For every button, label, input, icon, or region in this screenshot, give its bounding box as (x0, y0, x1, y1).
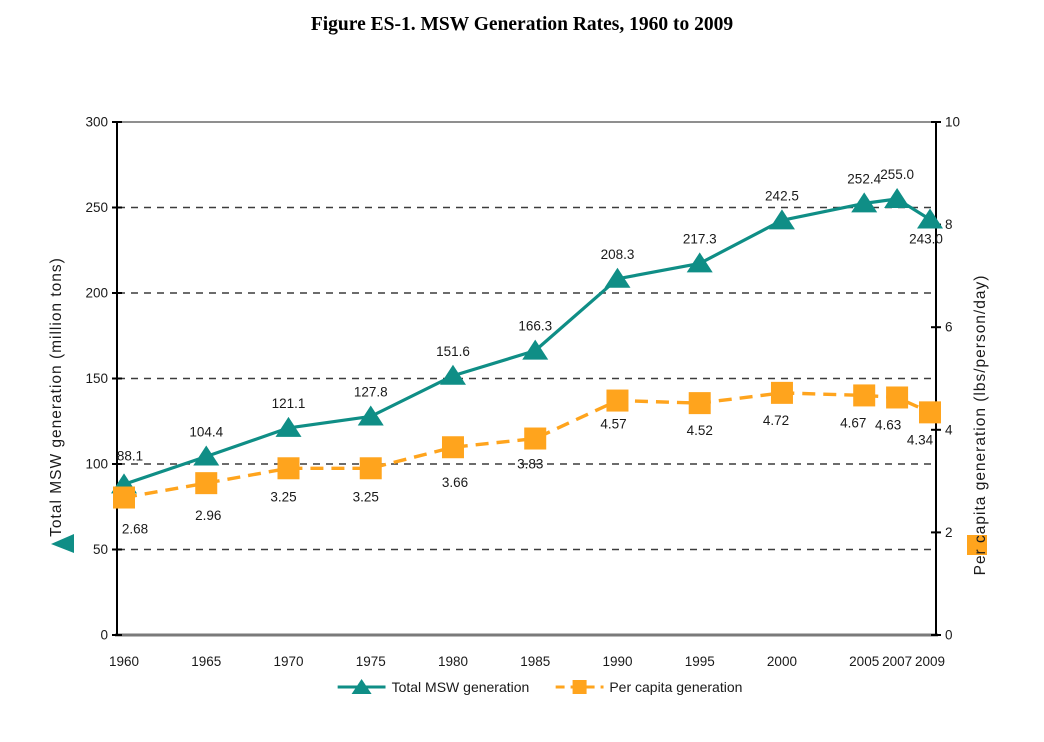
per-capita-value-label: 2.96 (195, 508, 221, 523)
per-capita-value-label: 3.25 (353, 489, 379, 504)
per-capita-data-point (359, 457, 382, 480)
total-msw-value-label: 242.5 (765, 188, 799, 203)
per-capita-value-label: 4.57 (600, 417, 626, 432)
right-axis-tick-label: 2 (945, 525, 953, 540)
total-msw-value-label: 127.8 (354, 384, 388, 399)
total-msw-value-label: 243.0 (909, 231, 943, 246)
left-axis-title: Total MSW generation (million tons) (48, 257, 65, 537)
legend-label-total-msw: Total MSW generation (391, 679, 530, 695)
per-capita-data-point (195, 472, 218, 495)
left-axis-tick-label: 300 (85, 115, 108, 130)
chart-legend: Total MSW generation Per capita generati… (337, 678, 742, 696)
total-msw-data-point (439, 364, 466, 385)
left-axis-tick-label: 200 (85, 286, 108, 301)
per-capita-legend-marker (555, 680, 604, 694)
per-capita-data-point (886, 386, 909, 409)
total-msw-value-label: 104.4 (189, 424, 223, 439)
left-axis-tick-label: 250 (85, 200, 108, 215)
legend-label-per-capita: Per capita generation (609, 679, 743, 695)
per-capita-data-point (853, 384, 876, 407)
right-axis-tick-label: 0 (945, 628, 953, 643)
total-msw-data-point (917, 208, 943, 229)
total-msw-data-point (275, 416, 302, 437)
right-axis-tick-label: 4 (945, 422, 953, 437)
per-capita-value-label: 4.34 (907, 432, 934, 447)
total-msw-value-label: 151.6 (436, 344, 470, 359)
per-capita-data-point (113, 486, 135, 509)
per-capita-data-point (606, 389, 629, 412)
per-capita-value-label: 4.52 (687, 423, 713, 438)
total-msw-data-point (522, 339, 549, 360)
per-capita-data-point (524, 427, 547, 450)
per-capita-data-point (919, 401, 941, 424)
total-msw-value-label: 252.4 (847, 171, 881, 186)
x-axis-tick-label: 2000 (767, 654, 797, 669)
total-msw-data-point (884, 187, 911, 208)
left-axis-tick-label: 0 (100, 628, 108, 643)
right-axis-tick-label: 6 (945, 320, 953, 335)
x-axis-tick-label: 1985 (520, 654, 550, 669)
left-axis-tick-label: 100 (85, 457, 108, 472)
per-capita-value-label: 4.72 (763, 413, 789, 428)
total-msw-legend-marker (337, 679, 386, 694)
total-msw-value-label: 208.3 (601, 247, 635, 262)
x-axis-tick-label: 2005 (849, 654, 879, 669)
per-capita-data-point (770, 381, 793, 404)
x-axis-tick-label: 1990 (602, 654, 632, 669)
x-axis-tick-label: 1965 (191, 654, 221, 669)
x-axis-tick-label: 1960 (109, 654, 139, 669)
total-msw-value-label: 217.3 (683, 231, 717, 246)
x-axis-tick-label: 2007 (882, 654, 912, 669)
per-capita-value-label: 3.25 (270, 489, 296, 504)
left-axis-tick-label: 50 (93, 542, 108, 557)
per-capita-data-point (441, 436, 464, 459)
right-axis-title: Per capita generation (lbs/person/day) (972, 274, 989, 576)
legend-item-per-capita: Per capita generation (555, 678, 742, 696)
total-msw-value-label: 121.1 (272, 396, 306, 411)
per-capita-value-label: 2.68 (122, 522, 148, 537)
x-axis-tick-label: 1975 (356, 654, 386, 669)
figure-title: Figure ES-1. MSW Generation Rates, 1960 … (310, 14, 734, 35)
stray-orange-square-marker (967, 535, 987, 555)
per-capita-value-label: 4.63 (875, 417, 901, 432)
total-msw-value-label: 255.0 (880, 167, 914, 182)
total-msw-data-point (851, 192, 878, 213)
total-msw-data-point (193, 445, 220, 466)
x-axis-tick-label: 1980 (438, 654, 468, 669)
per-capita-value-label: 4.67 (840, 415, 866, 430)
per-capita-value-label: 3.83 (517, 457, 543, 472)
right-axis-tick-label: 10 (945, 115, 960, 130)
legend-item-total-msw: Total MSW generation (337, 678, 530, 696)
x-axis-tick-label: 1970 (273, 654, 303, 669)
per-capita-value-label: 3.66 (442, 475, 468, 490)
total-msw-data-point (357, 405, 384, 426)
total-msw-data-point (604, 267, 631, 288)
right-axis-tick-label: 8 (945, 217, 953, 232)
x-axis-tick-label: 1995 (685, 654, 715, 669)
stray-teal-triangle-marker (51, 534, 74, 553)
x-axis-tick-label: 2009 (915, 654, 945, 669)
left-axis-tick-label: 150 (85, 371, 108, 386)
total-msw-value-label: 88.1 (117, 448, 143, 463)
total-msw-data-point (768, 209, 795, 230)
per-capita-data-point (277, 457, 300, 480)
total-msw-data-point (686, 252, 713, 273)
per-capita-data-point (688, 392, 711, 415)
total-msw-value-label: 166.3 (518, 319, 552, 334)
